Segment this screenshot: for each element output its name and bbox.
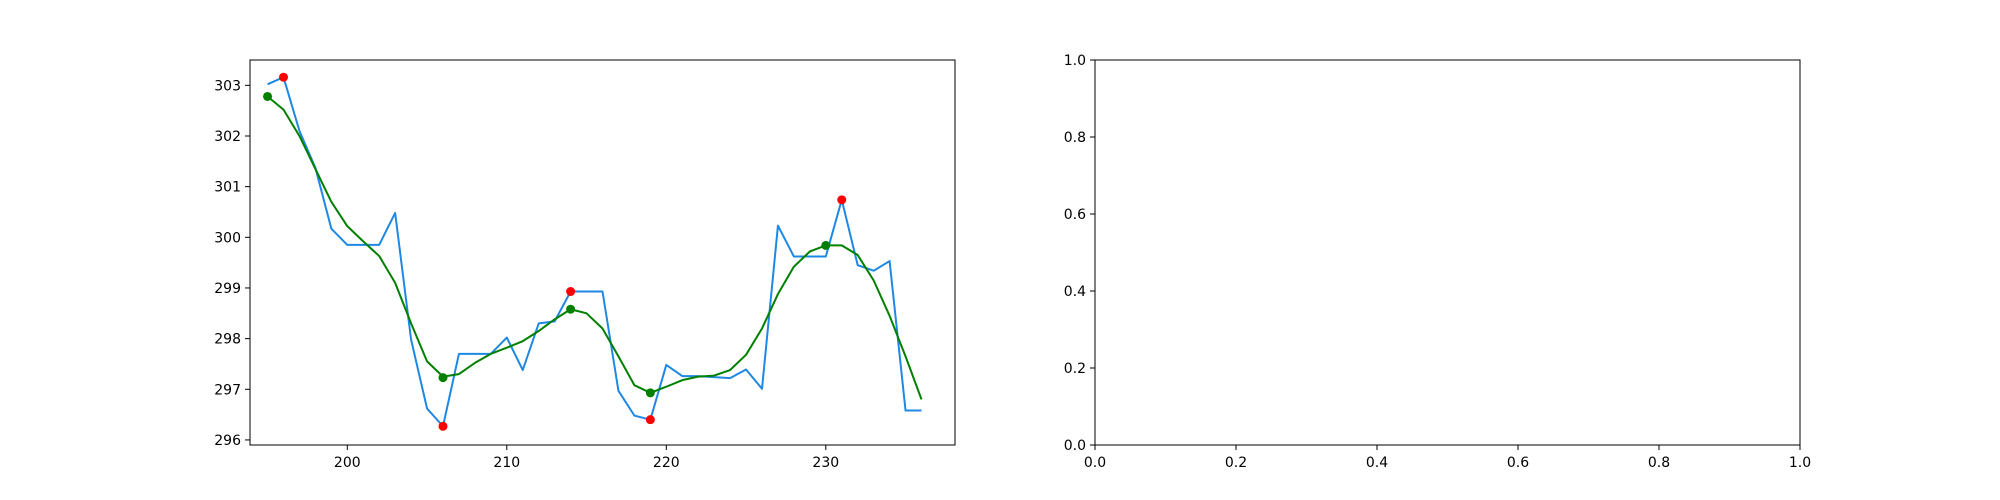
chart-left-x-tick-label: 230: [812, 455, 839, 471]
chart-left-plot: [263, 72, 923, 431]
chart-left-y-tick-label: 302: [214, 129, 241, 145]
chart-right-ticks: 0.0 0.2 0.4 0.6 0.8 1.0 0.0 0.2 0.4 0.6 0.8 1.0: [1064, 53, 1811, 471]
chart-left-series-2-point: [438, 421, 448, 431]
chart-right-y-tick-label: 1.0: [1064, 53, 1086, 69]
chart-right-x-tick-label: 0.4: [1366, 455, 1388, 471]
chart-left-x-tick-label: 200: [334, 455, 361, 471]
chart-right-y-tick-label: 0.0: [1064, 438, 1086, 454]
chart-right-x-tick-label: 0.0: [1084, 455, 1106, 471]
chart-left-y-tick-label: 299: [214, 281, 241, 297]
chart-left-y-tick-label: 300: [214, 230, 241, 246]
chart-left-y-tick-label: 303: [214, 78, 241, 94]
chart-left-y-tick-label: 298: [214, 332, 241, 348]
chart-right-x-tick-label: 0.6: [1507, 455, 1529, 471]
chart-left-series-3-point: [566, 304, 576, 314]
chart-left-series-1-line: [266, 95, 923, 400]
chart-right-frame: [1094, 59, 1801, 446]
chart-right-y-tick-label: 0.8: [1064, 130, 1086, 146]
chart-right-x-tick-label: 0.8: [1648, 455, 1670, 471]
chart-left-x-tick-label: 210: [493, 455, 520, 471]
chart-left-x-tick-label: 220: [653, 455, 680, 471]
chart-left-frame: [249, 59, 956, 446]
chart-left-series-0-line: [267, 76, 922, 428]
chart-right-y-tick-label: 0.4: [1064, 284, 1086, 300]
chart-left-y-tick-label: 296: [214, 433, 241, 449]
chart-left: 200 210 220 230 296 297 298 299 300 301 302 303: [214, 59, 956, 471]
chart-right-x-tick-label: 1.0: [1789, 455, 1811, 471]
chart-left-series-3-point: [645, 388, 655, 398]
chart-right: 0.0 0.2 0.4 0.6 0.8 1.0 0.0 0.2 0.4 0.6 0.8 1.0: [1064, 53, 1811, 471]
chart-left-series-2-point: [566, 287, 576, 297]
chart-left-ticks: 200 210 220 230 296 297 298 299 300 301 302 303: [214, 78, 839, 471]
chart-left-y-tick-label: 297: [214, 382, 241, 398]
chart-left-series-2-point: [837, 195, 847, 205]
chart-left-series-2-point: [279, 72, 288, 82]
chart-right-y-tick-label: 0.2: [1064, 361, 1086, 377]
chart-right-y-tick-label: 0.6: [1064, 207, 1086, 223]
chart-left-y-tick-label: 301: [214, 180, 241, 196]
chart-left-series-3-point: [438, 373, 448, 383]
chart-right-x-tick-label: 0.2: [1225, 455, 1247, 471]
chart-left-series-3-point: [821, 240, 831, 250]
chart-left-series-3-point: [263, 91, 273, 101]
chart-left-series-2-point: [645, 415, 655, 425]
